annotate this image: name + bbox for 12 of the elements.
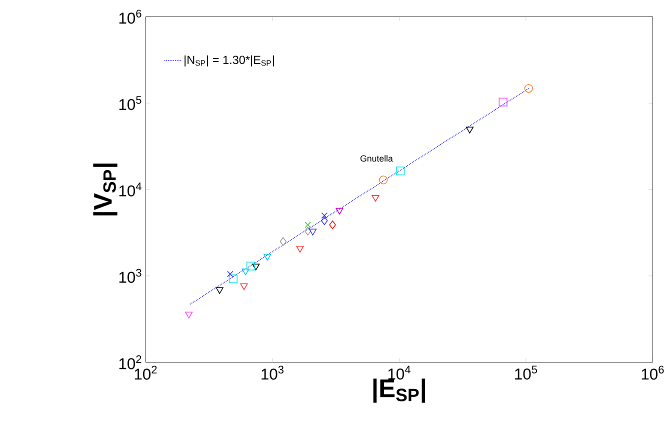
y-tick-label: 10$^{3}$ <box>119 268 142 283</box>
y-tick-label: 10$^{6}$ <box>119 10 142 24</box>
x-tick-label: 10$^{6}$ <box>642 366 664 380</box>
y-axis-title: |V$_{SP}$| <box>93 164 118 216</box>
annotation: Gnutella <box>360 155 393 162</box>
x-axis-title: |E$_{SP}$| <box>373 378 426 403</box>
x-tick-label: 10$^{3}$ <box>262 366 284 380</box>
x-tick-label: 10$^{4}$ <box>388 366 410 380</box>
y-tick-label: 10$^{5}$ <box>119 96 142 110</box>
y-tick-label: 10$^{4}$ <box>119 182 142 196</box>
legend-label: |N$_{SP}$| = 1.30*|E$_{SP}$| <box>184 55 274 66</box>
x-tick-label: 10$^{5}$ <box>515 366 538 380</box>
